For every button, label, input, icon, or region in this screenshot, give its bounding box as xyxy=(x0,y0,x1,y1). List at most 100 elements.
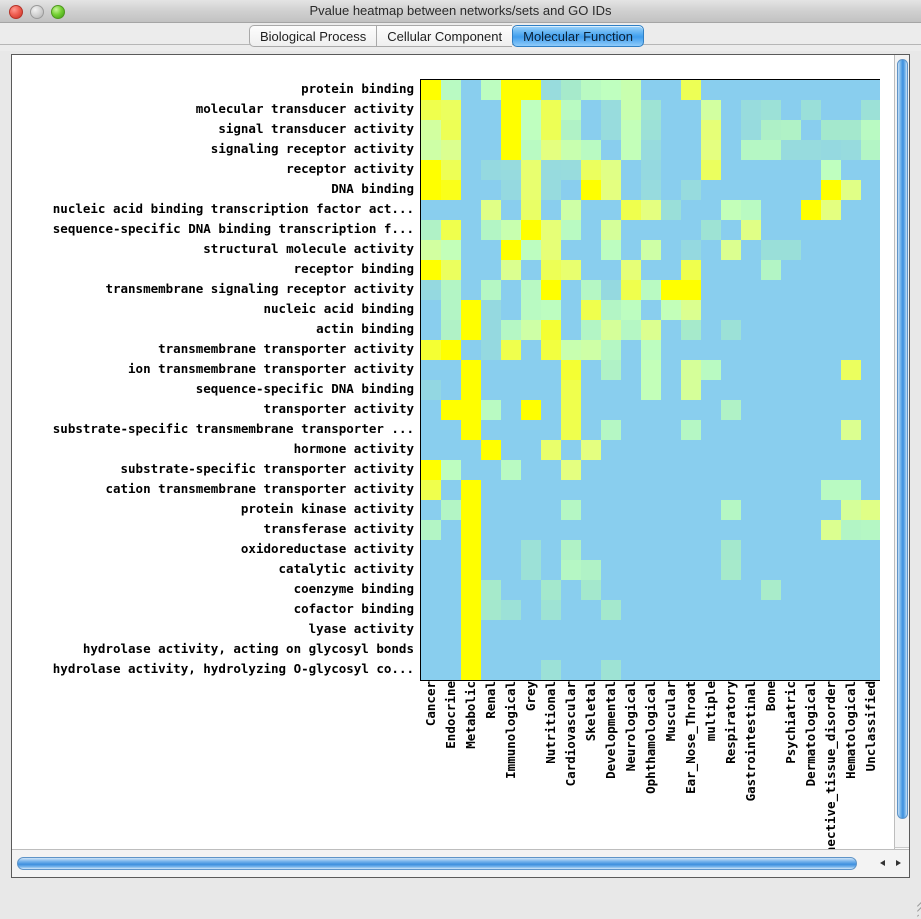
heatmap-cell[interactable] xyxy=(781,560,801,580)
heatmap-cell[interactable] xyxy=(661,340,681,360)
heatmap-cell[interactable] xyxy=(621,200,641,220)
heatmap-cell[interactable] xyxy=(781,420,801,440)
heatmap-cell[interactable] xyxy=(481,400,501,420)
heatmap-cell[interactable] xyxy=(741,200,761,220)
heatmap-cell[interactable] xyxy=(641,100,661,120)
heatmap-cell[interactable] xyxy=(761,380,781,400)
heatmap-cell[interactable] xyxy=(541,220,561,240)
heatmap-cell[interactable] xyxy=(641,200,661,220)
heatmap-cell[interactable] xyxy=(821,260,841,280)
heatmap-cell[interactable] xyxy=(541,440,561,460)
heatmap-cell[interactable] xyxy=(581,500,601,520)
heatmap-cell[interactable] xyxy=(661,600,681,620)
heatmap-cell[interactable] xyxy=(521,580,541,600)
heatmap-cell[interactable] xyxy=(781,180,801,200)
heatmap-cell[interactable] xyxy=(501,100,521,120)
heatmap-cell[interactable] xyxy=(461,220,481,240)
heatmap-cell[interactable] xyxy=(541,140,561,160)
heatmap-cell[interactable] xyxy=(541,460,561,480)
heatmap-cell[interactable] xyxy=(861,240,880,260)
scroll-right-button[interactable] xyxy=(891,856,907,871)
heatmap-cell[interactable] xyxy=(821,140,841,160)
heatmap-cell[interactable] xyxy=(801,160,821,180)
heatmap-cell[interactable] xyxy=(861,560,880,580)
heatmap-cell[interactable] xyxy=(701,580,721,600)
heatmap-cell[interactable] xyxy=(741,500,761,520)
heatmap-cell[interactable] xyxy=(421,440,441,460)
heatmap-cell[interactable] xyxy=(481,540,501,560)
heatmap-cell[interactable] xyxy=(661,360,681,380)
heatmap-cell[interactable] xyxy=(621,160,641,180)
heatmap-cell[interactable] xyxy=(521,260,541,280)
heatmap-cell[interactable] xyxy=(421,280,441,300)
heatmap-cell[interactable] xyxy=(761,100,781,120)
heatmap-cell[interactable] xyxy=(801,340,821,360)
heatmap-cell[interactable] xyxy=(441,100,461,120)
heatmap-cell[interactable] xyxy=(581,300,601,320)
heatmap-cell[interactable] xyxy=(721,160,741,180)
heatmap-cell[interactable] xyxy=(781,160,801,180)
heatmap-cell[interactable] xyxy=(781,100,801,120)
heatmap-cell[interactable] xyxy=(821,160,841,180)
heatmap-cell[interactable] xyxy=(841,280,861,300)
heatmap-cell[interactable] xyxy=(661,260,681,280)
horizontal-scrollbar[interactable] xyxy=(12,849,909,877)
heatmap-cell[interactable] xyxy=(601,360,621,380)
heatmap-cell[interactable] xyxy=(841,620,861,640)
heatmap-cell[interactable] xyxy=(681,640,701,660)
heatmap-cell[interactable] xyxy=(581,480,601,500)
heatmap-cell[interactable] xyxy=(841,660,861,680)
heatmap-cell[interactable] xyxy=(721,240,741,260)
heatmap-cell[interactable] xyxy=(421,80,441,100)
heatmap-cell[interactable] xyxy=(781,540,801,560)
heatmap-cell[interactable] xyxy=(561,400,581,420)
heatmap-cell[interactable] xyxy=(521,120,541,140)
heatmap-cell[interactable] xyxy=(581,640,601,660)
heatmap-cell[interactable] xyxy=(541,640,561,660)
heatmap-cell[interactable] xyxy=(721,460,741,480)
heatmap-cell[interactable] xyxy=(481,460,501,480)
heatmap-cell[interactable] xyxy=(601,380,621,400)
heatmap-cell[interactable] xyxy=(741,420,761,440)
heatmap-cell[interactable] xyxy=(541,360,561,380)
heatmap-cell[interactable] xyxy=(621,460,641,480)
heatmap-cell[interactable] xyxy=(841,200,861,220)
heatmap-cell[interactable] xyxy=(681,200,701,220)
heatmap-cell[interactable] xyxy=(621,260,641,280)
heatmap-cell[interactable] xyxy=(461,360,481,380)
heatmap-cell[interactable] xyxy=(461,660,481,680)
heatmap-cell[interactable] xyxy=(541,180,561,200)
heatmap-cell[interactable] xyxy=(801,380,821,400)
heatmap-cell[interactable] xyxy=(761,440,781,460)
heatmap-cell[interactable] xyxy=(481,320,501,340)
heatmap-cell[interactable] xyxy=(841,180,861,200)
heatmap-cell[interactable] xyxy=(601,660,621,680)
heatmap-cell[interactable] xyxy=(861,540,880,560)
heatmap-cell[interactable] xyxy=(441,560,461,580)
heatmap-cell[interactable] xyxy=(461,500,481,520)
heatmap-cell[interactable] xyxy=(461,280,481,300)
heatmap-cell[interactable] xyxy=(641,140,661,160)
heatmap-cell[interactable] xyxy=(481,560,501,580)
heatmap-cell[interactable] xyxy=(761,220,781,240)
heatmap-cell[interactable] xyxy=(501,660,521,680)
heatmap-cell[interactable] xyxy=(861,500,880,520)
heatmap-cell[interactable] xyxy=(421,300,441,320)
heatmap-cell[interactable] xyxy=(821,660,841,680)
heatmap-cell[interactable] xyxy=(741,400,761,420)
heatmap-cell[interactable] xyxy=(821,380,841,400)
heatmap-cell[interactable] xyxy=(741,320,761,340)
heatmap-cell[interactable] xyxy=(461,480,481,500)
heatmap-cell[interactable] xyxy=(861,180,880,200)
heatmap-cell[interactable] xyxy=(621,600,641,620)
heatmap-cell[interactable] xyxy=(641,500,661,520)
heatmap-cell[interactable] xyxy=(721,480,741,500)
heatmap-cell[interactable] xyxy=(541,300,561,320)
heatmap-cell[interactable] xyxy=(821,120,841,140)
heatmap-cell[interactable] xyxy=(741,620,761,640)
heatmap-cell[interactable] xyxy=(561,580,581,600)
heatmap-cell[interactable] xyxy=(501,640,521,660)
heatmap-cell[interactable] xyxy=(481,200,501,220)
heatmap-cell[interactable] xyxy=(741,300,761,320)
heatmap-cell[interactable] xyxy=(521,460,541,480)
